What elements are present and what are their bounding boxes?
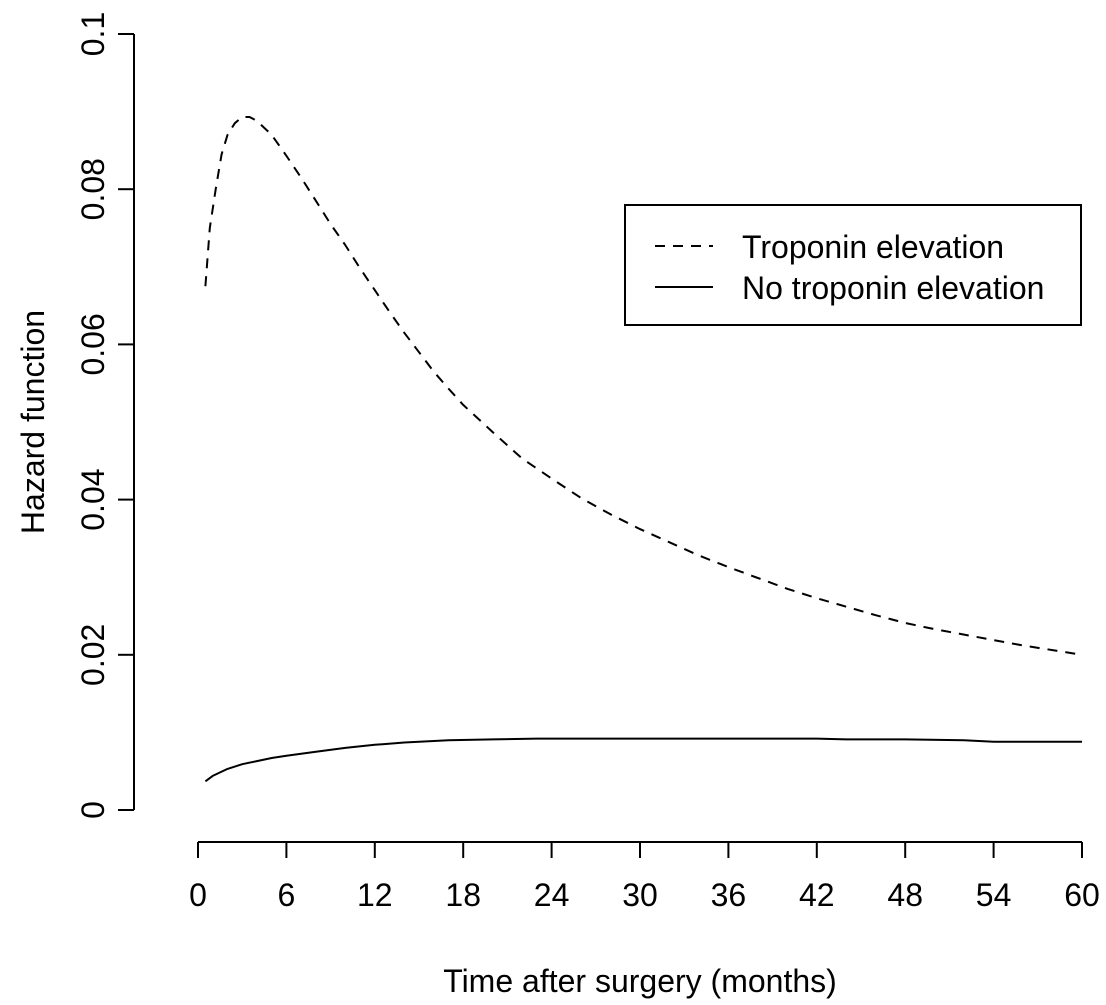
- y-axis: 0 0.02 0.04 0.06 0.08 0.1: [75, 12, 135, 819]
- plot-lines: [204, 116, 1083, 783]
- y-axis-title: Hazard function: [15, 310, 51, 534]
- y-tick-label: 0.1: [75, 12, 111, 56]
- x-tick-label: 24: [534, 877, 570, 913]
- x-tick-label: 48: [887, 877, 923, 913]
- x-tick-label: 12: [357, 877, 393, 913]
- x-tick-label: 36: [711, 877, 747, 913]
- series-line-troponin-elevation: [204, 116, 1083, 656]
- x-tick-label: 18: [445, 877, 481, 913]
- legend-label-no-troponin-elevation: No troponin elevation: [742, 270, 1044, 306]
- y-tick-label: 0: [75, 801, 111, 819]
- y-tick-label: 0.02: [75, 624, 111, 686]
- legend-box: [624, 204, 1082, 326]
- x-tick-label: 42: [799, 877, 835, 913]
- x-tick-label: 0: [189, 877, 207, 913]
- y-tick-label: 0.04: [75, 468, 111, 530]
- series-line-no-troponin-elevation: [204, 737, 1082, 783]
- x-tick-label: 6: [278, 877, 296, 913]
- x-tick-label: 30: [622, 877, 658, 913]
- legend-label-troponin-elevation: Troponin elevation: [742, 229, 1004, 265]
- x-tick-label: 60: [1064, 877, 1100, 913]
- legend: Troponin elevation No troponin elevation: [624, 204, 1082, 326]
- x-axis: 0 6 12 18 24 30 36 42 48 54 60: [189, 841, 1100, 913]
- y-tick-label: 0.06: [75, 313, 111, 375]
- y-tick-label: 0.08: [75, 158, 111, 220]
- x-axis-title: Time after surgery (months): [443, 963, 837, 999]
- x-tick-label: 54: [976, 877, 1012, 913]
